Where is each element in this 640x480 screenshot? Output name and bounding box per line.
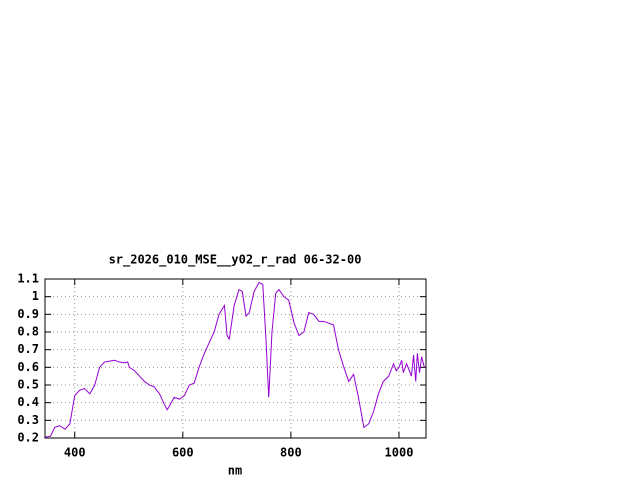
y-tick-label: 0.9 — [17, 307, 39, 321]
x-tick-label: 800 — [280, 446, 302, 460]
y-tick-label: 0.2 — [17, 431, 39, 445]
y-tick-label: 0.5 — [17, 378, 39, 392]
y-tick-label: 0.8 — [17, 325, 39, 339]
x-axis-label: nm — [228, 464, 242, 478]
y-tick-label: 0.4 — [17, 395, 39, 409]
y-tick-label: 1 — [32, 289, 39, 303]
x-tick-label: 400 — [64, 446, 86, 460]
x-tick-label: 1000 — [385, 446, 414, 460]
y-tick-label: 0.7 — [17, 342, 39, 356]
y-tick-label: 0.6 — [17, 360, 39, 374]
y-tick-label: 0.3 — [17, 413, 39, 427]
x-tick-label: 600 — [172, 446, 194, 460]
y-tick-label: 1.1 — [17, 272, 39, 286]
chart-title: sr_2026_010_MSE__y02_r_rad 06-32-00 — [109, 253, 362, 268]
plot-border — [44, 278, 427, 439]
data-line — [44, 281, 425, 438]
